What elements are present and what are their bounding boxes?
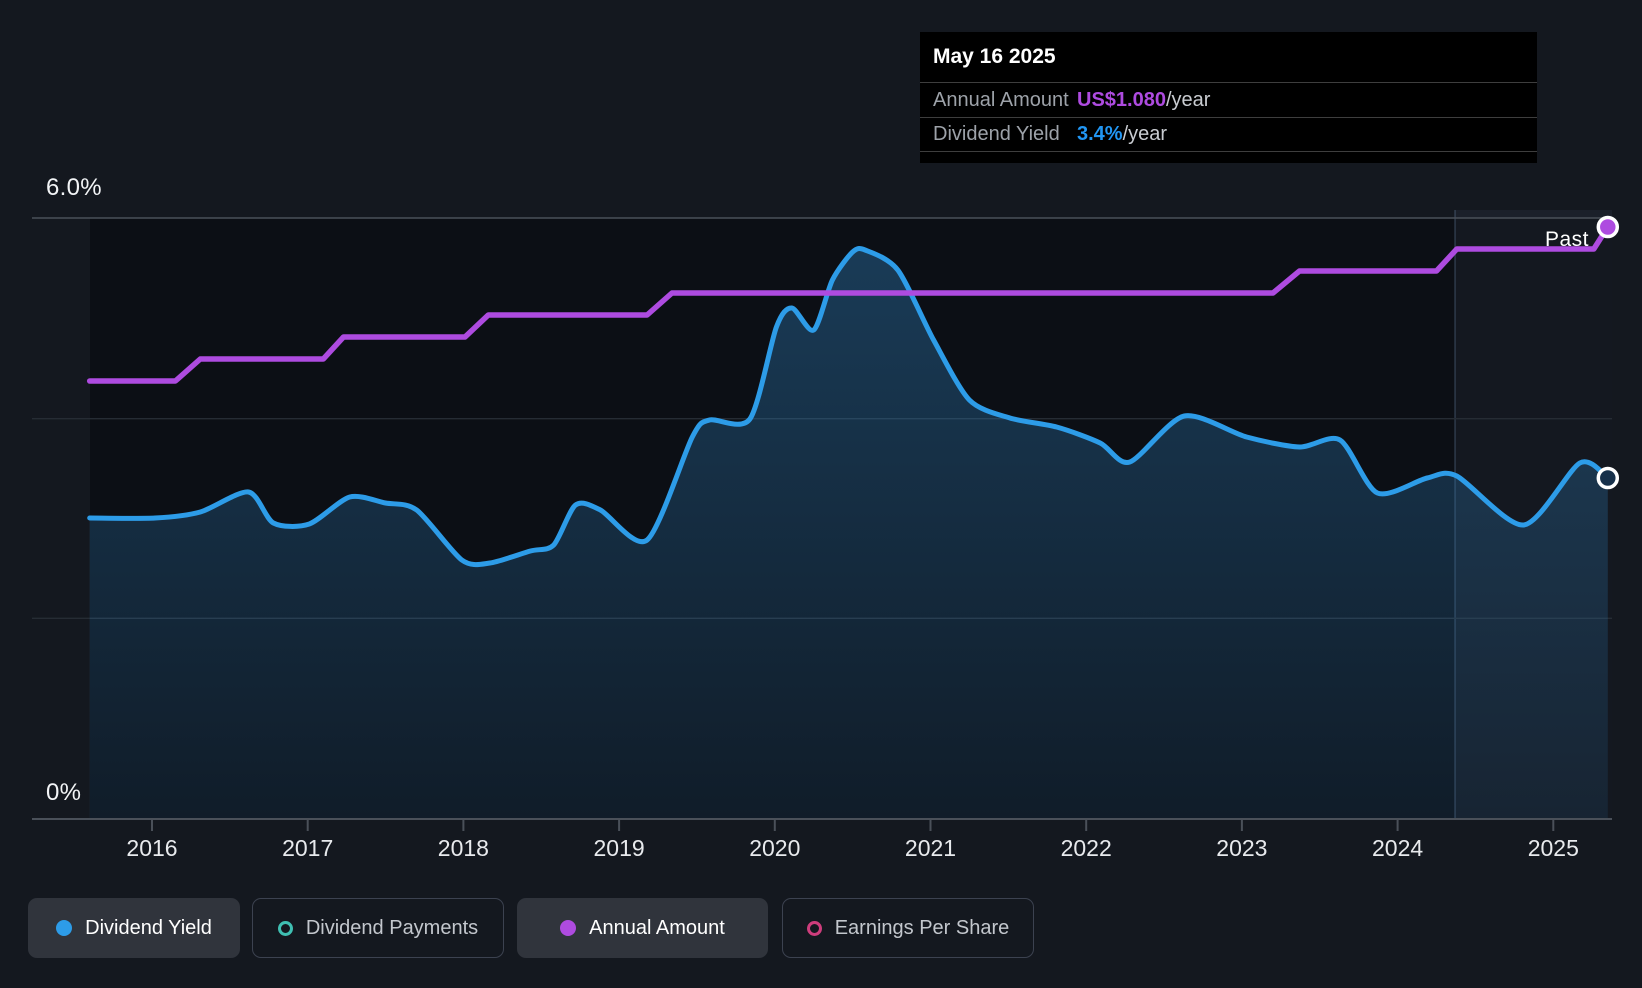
tooltip-dividend-yield-label: Dividend Yield [933, 123, 1060, 145]
x-tick-2021: 2021 [904, 835, 957, 861]
hover-tooltip: May 16 2025 Annual Amount US$1.080/year … [920, 32, 1537, 163]
dividend-yield-line[interactable] [87, 246, 1611, 568]
x-tick-2017: 2017 [282, 835, 334, 861]
x-tick-2020: 2020 [749, 835, 801, 861]
tooltip-date: May 16 2025 [933, 45, 1056, 68]
tooltip-dividend-yield-suffix: /year [1122, 123, 1168, 145]
past-region-label: Past [1545, 228, 1590, 251]
legend: Dividend Yield Dividend Payments Annual … [28, 898, 1034, 958]
annual-amount-end-marker[interactable] [1596, 215, 1620, 239]
x-tick-2022: 2022 [1060, 835, 1112, 861]
y-axis-label-top: 6.0% [46, 174, 102, 201]
legend-toggle-earnings-per-share[interactable]: Earnings Per Share [782, 898, 1034, 958]
legend-label-dividend-payments: Dividend Payments [305, 916, 479, 939]
legend-label-annual-amount: Annual Amount [589, 916, 725, 939]
x-axis-ticks [151, 820, 1555, 831]
legend-label-earnings-per-share: Earnings Per Share [834, 916, 1010, 939]
legend-toggle-dividend-payments[interactable]: Dividend Payments [252, 898, 504, 958]
tooltip-annual-amount-suffix: /year [1165, 88, 1211, 111]
dividend-yield-area [89, 248, 1608, 818]
dividend-yield-marker-icon [56, 920, 73, 936]
dividend-yield-end-marker[interactable] [1596, 466, 1620, 490]
legend-toggle-dividend-yield[interactable]: Dividend Yield [28, 898, 240, 958]
x-tick-2023: 2023 [1216, 835, 1268, 861]
x-axis-labels: 2016 2017 2018 2019 2020 2021 2022 2023 … [0, 835, 1642, 861]
x-tick-2019: 2019 [593, 835, 645, 861]
tooltip-row-dividend-yield: Dividend Yield 3.4%/year [920, 117, 1537, 152]
x-tick-2025: 2025 [1527, 835, 1579, 861]
dividend-payments-marker-icon [277, 920, 293, 936]
annual-amount-marker-icon [560, 920, 577, 936]
y-axis-label-bottom: 0% [46, 779, 82, 806]
legend-toggle-annual-amount[interactable]: Annual Amount [517, 898, 768, 958]
annual-amount-line[interactable] [86, 224, 1611, 384]
tooltip-dividend-yield-value: 3.4% [1077, 123, 1123, 145]
x-tick-2024: 2024 [1372, 835, 1424, 861]
earnings-per-share-marker-icon [806, 920, 822, 936]
tooltip-row-annual-amount: Annual Amount US$1.080/year [920, 82, 1537, 117]
x-tick-2018: 2018 [437, 835, 489, 861]
x-tick-2016: 2016 [126, 835, 178, 861]
tooltip-annual-amount-label: Annual Amount [933, 88, 1069, 111]
tooltip-annual-amount-value: US$1.080 [1077, 88, 1166, 111]
legend-label-dividend-yield: Dividend Yield [85, 916, 212, 939]
